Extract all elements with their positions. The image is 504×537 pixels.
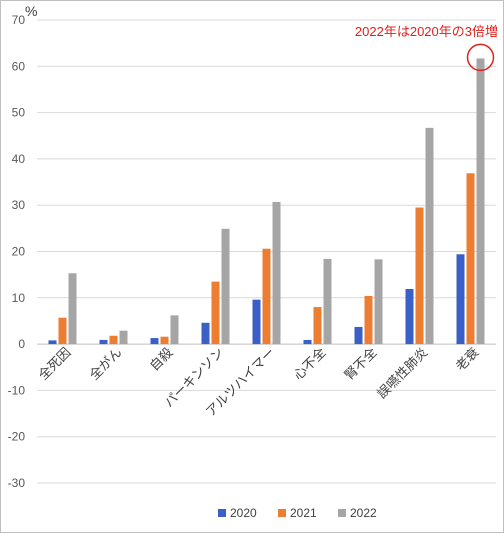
bar: [68, 273, 77, 345]
bar: [99, 339, 108, 345]
bar: [58, 317, 67, 345]
bar: [415, 207, 424, 345]
bar: [303, 339, 312, 345]
bar: [150, 338, 159, 345]
y-tick-label: 20: [12, 245, 26, 259]
y-tick-label: -10: [8, 383, 26, 397]
bar: [374, 259, 383, 345]
bar: [456, 254, 465, 345]
category-label: 自殺: [147, 345, 176, 374]
bar: [170, 315, 179, 345]
bar: [323, 258, 332, 345]
bar: [364, 295, 373, 345]
category-label: 誤嚥性肺炎: [374, 345, 431, 402]
annotation-text: 2022年は2020年の3倍増: [355, 24, 498, 39]
category-label: 心不全: [290, 345, 328, 383]
y-tick-label: 60: [12, 59, 26, 73]
y-tick-label: 0: [18, 337, 25, 351]
bar: [119, 330, 128, 345]
y-tick-label: -20: [8, 430, 26, 444]
category-label: 全がん: [86, 345, 124, 383]
bar: [109, 335, 118, 345]
bar: [354, 326, 363, 345]
bar: [405, 289, 414, 345]
legend-label: 2020: [230, 506, 257, 520]
legend-label: 2021: [290, 506, 317, 520]
legend-label: 2022: [350, 506, 377, 520]
y-tick-label: 10: [12, 291, 26, 305]
bar: [466, 173, 475, 345]
y-tick-label: 40: [12, 152, 26, 166]
bar: [476, 58, 485, 345]
bar: [211, 281, 220, 345]
bar: [201, 322, 210, 345]
y-tick-label: -30: [8, 476, 26, 490]
category-label: 腎不全: [341, 345, 379, 383]
highlight-circle: [466, 43, 495, 72]
bar: [221, 228, 230, 345]
y-tick-label: 50: [12, 106, 26, 120]
legend-swatch: [278, 509, 286, 517]
bar: [48, 340, 57, 345]
legend-swatch: [218, 509, 226, 517]
category-label: 全死因: [35, 345, 73, 383]
bar: [272, 201, 281, 345]
bar: [252, 299, 261, 345]
y-unit-label: %: [25, 3, 37, 19]
y-tick-label: 70: [12, 13, 26, 27]
category-label: 老衰: [453, 345, 482, 374]
legend-swatch: [338, 509, 346, 517]
bar: [313, 307, 322, 345]
y-tick-label: 30: [12, 198, 26, 212]
bar: [262, 248, 271, 345]
bar: [160, 336, 169, 345]
bar: [425, 127, 434, 345]
